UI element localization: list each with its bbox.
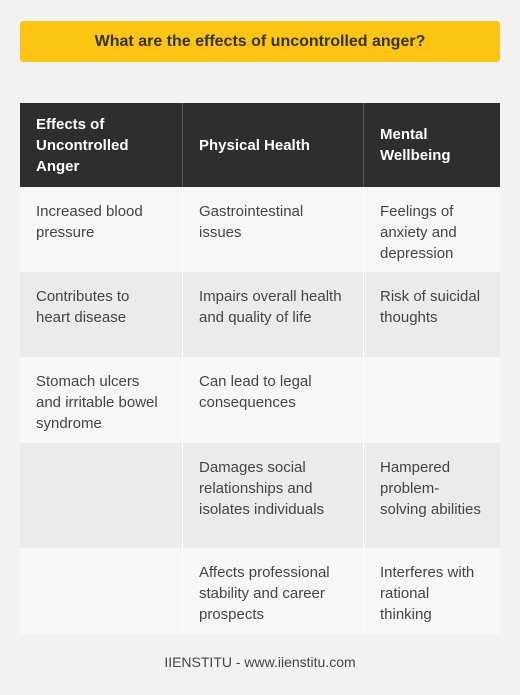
header-cell-effects: Effects of Uncontrolled Anger — [20, 103, 183, 187]
table-cell: Interferes with rational thinking — [380, 564, 475, 623]
footer-credit: IIENSTITU - www.iienstitu.com — [164, 654, 356, 670]
table-cell — [364, 357, 500, 443]
table-cell: Affects professional stability and caree… — [183, 548, 364, 634]
table-cell: Can lead to legal consequences — [183, 357, 364, 443]
page-title: What are the effects of uncontrolled ang… — [94, 32, 426, 50]
table-cell — [20, 443, 183, 548]
table-row: Damages social relationships and isolate… — [20, 443, 500, 548]
table-cell: Gastrointestinal issues — [183, 187, 364, 272]
table-cell: Damages social relationships and isolate… — [183, 443, 364, 548]
header-cell-mental-wellbeing: Mental Wellbeing — [380, 126, 451, 164]
table-cell: Risk of suicidal thoughts — [380, 288, 481, 326]
table-row: Affects professional stability and caree… — [20, 548, 500, 634]
header-cell-physical-health: Physical Health — [183, 103, 364, 187]
table-cell: Stomach ulcers and irritable bowel syndr… — [20, 357, 183, 443]
table-row: Increased blood pressure Gastrointestina… — [20, 187, 500, 272]
table-cell: Increased blood pressure — [20, 187, 183, 272]
effects-table: Effects of Uncontrolled Anger Physical H… — [20, 103, 500, 634]
table-row: Stomach ulcers and irritable bowel syndr… — [20, 357, 500, 443]
table-cell — [20, 548, 183, 634]
table-cell: Contributes to heart disease — [20, 272, 183, 357]
table-cell: Impairs overall health and quality of li… — [183, 272, 364, 357]
title-banner: What are the effects of uncontrolled ang… — [20, 21, 500, 62]
table-cell: Hampered problem-solving abilities — [380, 459, 481, 518]
table-cell: Feelings of anxiety and depression — [380, 203, 457, 262]
table-row: Contributes to heart disease Impairs ove… — [20, 272, 500, 357]
table-header-row: Effects of Uncontrolled Anger Physical H… — [20, 103, 500, 187]
